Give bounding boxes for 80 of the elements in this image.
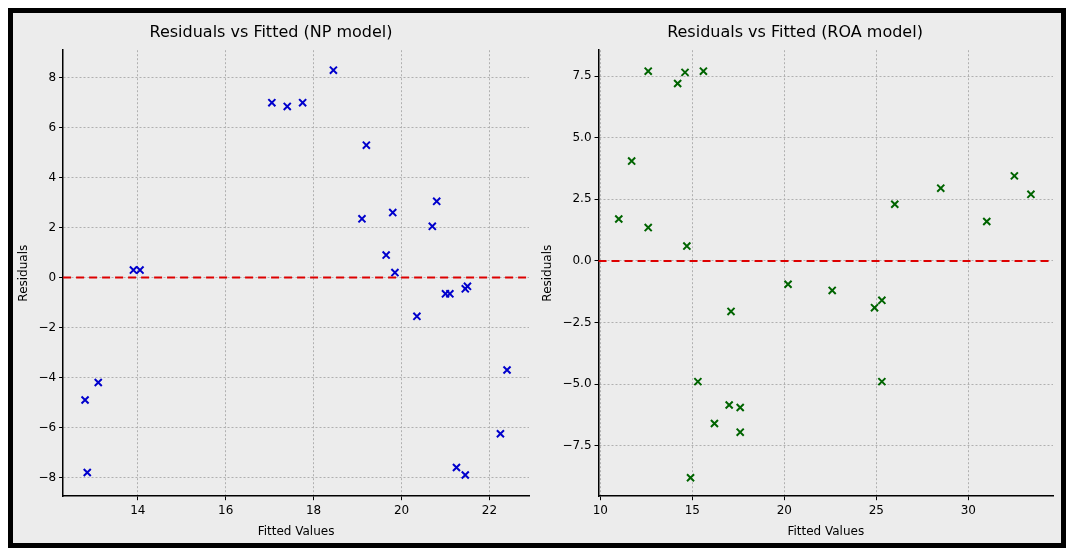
y-tick-label: 6 <box>48 119 57 134</box>
point <box>783 279 793 289</box>
point <box>440 289 451 299</box>
point <box>328 65 338 75</box>
y-tick-label: −7.5 <box>562 437 592 452</box>
point <box>282 101 292 111</box>
point <box>135 265 145 275</box>
x-axis-title: Fitted Values <box>787 523 865 538</box>
y-tick-label: 7.5 <box>572 68 592 83</box>
point <box>877 295 887 305</box>
x-tick-label: 10 <box>592 502 609 517</box>
point <box>357 214 367 224</box>
y-tick-label: 2 <box>48 219 57 234</box>
point <box>432 196 442 206</box>
point <box>614 214 624 224</box>
y-tick-label: −8 <box>38 469 57 484</box>
y-axis-title: Residuals <box>540 244 555 302</box>
point <box>682 241 692 251</box>
point <box>827 285 837 295</box>
y-tick-label: −6 <box>38 419 57 434</box>
point <box>686 473 696 483</box>
point <box>93 377 103 388</box>
point <box>1009 171 1019 181</box>
point <box>80 395 90 405</box>
y-tick-label: 5.0 <box>572 129 592 144</box>
point <box>724 400 734 410</box>
x-tick-label: 14 <box>130 502 146 517</box>
point <box>1026 189 1036 199</box>
point <box>680 67 690 77</box>
x-tick-label: 22 <box>481 502 498 517</box>
y-tick-label: −4 <box>38 369 57 384</box>
y-tick-label: 8 <box>48 69 57 84</box>
point <box>627 156 637 166</box>
point <box>726 306 736 316</box>
x-tick-label: 25 <box>868 502 885 517</box>
x-tick-label: 18 <box>305 502 322 517</box>
point <box>445 289 455 299</box>
x-tick-label: 16 <box>218 502 234 517</box>
point <box>82 467 92 477</box>
y-tick-label: 2.5 <box>572 191 592 206</box>
point <box>267 98 277 108</box>
point <box>128 265 138 275</box>
point <box>890 199 900 209</box>
x-tick-label: 30 <box>960 502 976 517</box>
point <box>388 208 398 218</box>
point <box>877 377 887 387</box>
x-axis-title: Fitted Values <box>257 523 335 538</box>
point <box>502 365 512 375</box>
point <box>298 98 308 108</box>
point <box>643 223 653 233</box>
point <box>390 268 400 278</box>
point <box>693 377 703 387</box>
y-tick-label: −2.5 <box>562 314 592 329</box>
point <box>982 216 992 226</box>
point <box>381 250 391 260</box>
x-tick-label: 20 <box>776 502 793 517</box>
y-tick-label: −2 <box>38 319 57 334</box>
point <box>698 66 708 76</box>
chart-title: Residuals vs Fitted (ROA model) <box>667 21 923 41</box>
point <box>643 66 653 76</box>
point <box>869 303 880 313</box>
point <box>735 427 745 437</box>
x-tick-label: 15 <box>684 502 701 517</box>
y-tick-label: 0.0 <box>572 253 592 267</box>
point <box>361 140 371 150</box>
y-axis-title: Residuals <box>16 244 31 302</box>
point <box>460 470 470 480</box>
point <box>451 462 462 472</box>
y-tick-label: 4 <box>48 169 57 184</box>
point <box>495 429 505 439</box>
y-tick-label: 0 <box>48 269 57 284</box>
y-tick-label: −5.0 <box>562 376 592 391</box>
point <box>412 311 422 321</box>
point <box>936 183 946 193</box>
point <box>709 418 719 429</box>
point <box>673 78 683 88</box>
x-tick-label: 20 <box>393 502 410 517</box>
chart-title: Residuals vs Fitted (NP model) <box>149 21 393 41</box>
point <box>735 402 745 413</box>
point <box>427 221 437 231</box>
